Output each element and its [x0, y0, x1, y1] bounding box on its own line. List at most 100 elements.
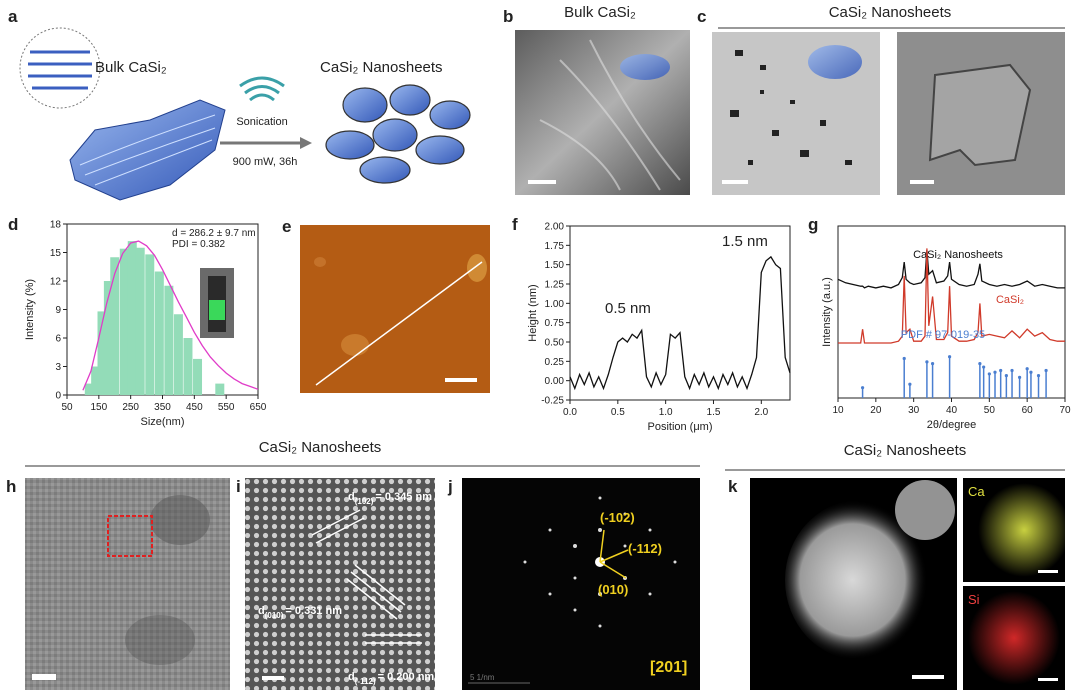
panel-c: c CaSi₂ Nanosheets	[697, 4, 1065, 195]
ca-map	[963, 478, 1065, 582]
x-tick-label: 50	[61, 402, 73, 413]
panel-label: h	[6, 477, 16, 496]
x-tick-label: 650	[250, 402, 267, 413]
panel-k: CaSi₂ Nanosheets k Ca Si	[725, 442, 1065, 690]
section-title: CaSi₂ Nanosheets	[844, 442, 967, 459]
stem-cap	[1018, 375, 1022, 379]
x-axis-label: Size(nm)	[140, 416, 184, 428]
bulk-lines	[79, 114, 216, 186]
panel-label: a	[8, 7, 18, 26]
process-label: Sonication	[236, 116, 287, 128]
panel-i: i d(102) = 0.345 nm d(010) = 0.331 nm d(-1…	[236, 477, 435, 690]
series-label: CaSi₂	[996, 294, 1024, 306]
scale-bar	[1038, 570, 1058, 573]
y-tick-label: 0	[55, 391, 61, 402]
series-label: CaSi₂ Nanosheets	[913, 249, 1003, 261]
chart: g 10 20 30 40 50 60 70 2θ/degree Intensity (a.u.)…	[808, 215, 1071, 431]
scale-bar	[910, 180, 934, 184]
spacing-label: d(-112) = 0.200 nm	[348, 671, 434, 686]
spot-label: (010)	[598, 582, 628, 597]
x-tick-label: 30	[908, 405, 920, 416]
data-line	[569, 255, 791, 391]
stem-cap	[930, 362, 935, 366]
bulk-label: Bulk CaSi₂	[95, 59, 167, 76]
value: = 0.331 nm	[285, 605, 342, 617]
cuvette-photo	[200, 268, 234, 338]
panel-j: j (-102) (-112) (010) [201] 5 1/nm	[447, 477, 700, 690]
stem-cap	[987, 372, 991, 376]
lattice-image	[245, 478, 435, 690]
stem-cap	[860, 386, 865, 390]
stem-cap	[1025, 367, 1029, 371]
x-tick-label: 70	[1059, 405, 1071, 416]
map-label: Ca	[968, 484, 985, 499]
dark-region	[150, 495, 210, 545]
panel-label: j	[447, 477, 453, 496]
bar	[145, 254, 155, 395]
symbol: d	[348, 491, 355, 503]
x-tick-label: 50	[984, 405, 996, 416]
x-tick-label: 550	[218, 402, 235, 413]
sem-texture	[539, 39, 681, 191]
stem-cap	[902, 356, 906, 361]
x-tick-label: 1.0	[659, 407, 673, 418]
y-tick-label: 9	[55, 305, 61, 316]
y-tick-label: -0.25	[541, 396, 564, 407]
y-tick-label: 3	[55, 362, 61, 373]
panel-label: c	[697, 7, 706, 26]
y-axis-label: Height (nm)	[527, 284, 539, 341]
zone-axis: [201]	[650, 659, 687, 676]
si-map	[963, 586, 1065, 690]
profile-line	[315, 261, 483, 386]
stem-cap	[1029, 370, 1033, 374]
y-tick-label: 1.25	[545, 280, 565, 291]
annotation: 1.5 nm	[722, 233, 768, 250]
chart: f 0.0 0.5 1.0 1.5 2.0 -0.25 0.00 0.25 0.50 0.75 1.0…	[512, 215, 791, 433]
y-tick-label: 6	[55, 334, 61, 345]
stem-cap	[982, 365, 986, 369]
flakes	[730, 50, 852, 165]
scale-label: 5 1/nm	[470, 673, 495, 682]
stem-cap	[908, 382, 912, 386]
y-tick-label: 0.75	[545, 318, 565, 329]
panel-label: g	[808, 215, 818, 234]
bar	[164, 285, 174, 395]
bar	[154, 271, 164, 395]
x-tick-label: 450	[186, 402, 203, 413]
x-tick-label: 0.5	[611, 407, 625, 418]
lattice-guides	[311, 509, 422, 644]
scale-bar	[32, 674, 56, 680]
value: = 0.345 nm	[375, 491, 432, 503]
note: PDI = 0.382	[172, 239, 226, 250]
bar	[91, 366, 101, 395]
panel-label: i	[236, 477, 241, 496]
nanosheets	[325, 84, 471, 184]
panel-b: b Bulk CaSi₂	[503, 4, 690, 195]
panel-label: b	[503, 7, 513, 26]
x-tick-label: 250	[122, 402, 139, 413]
y-tick-label: 1.75	[545, 241, 565, 252]
plot-frame	[569, 225, 791, 401]
flake	[341, 334, 369, 356]
flake	[314, 257, 326, 267]
y-tick-label: 15	[50, 248, 62, 259]
symbol: d	[258, 605, 265, 617]
arrow-head	[300, 137, 312, 149]
spacing-label: d(010) = 0.331 nm	[258, 605, 342, 620]
sonication-icon	[239, 76, 285, 102]
index-pointers	[599, 529, 629, 579]
nanosheet	[928, 63, 1032, 167]
sheet-icon	[808, 45, 862, 79]
bar	[84, 383, 94, 395]
spot-label: (-102)	[600, 510, 635, 525]
panel-h: CaSi₂ Nanosheets h	[6, 439, 700, 690]
bar	[110, 257, 120, 395]
map-label: Si	[968, 592, 980, 607]
x-tick-label: 60	[1022, 405, 1034, 416]
y-tick-label: 0.25	[545, 357, 565, 368]
y-axis-label: Intensity (%)	[24, 279, 36, 340]
panel-a: a Bulk CaSi₂ CaSi₂ Nanosheets Sonication…	[8, 7, 471, 201]
bar	[215, 383, 225, 395]
y-tick-label: 18	[50, 220, 62, 231]
